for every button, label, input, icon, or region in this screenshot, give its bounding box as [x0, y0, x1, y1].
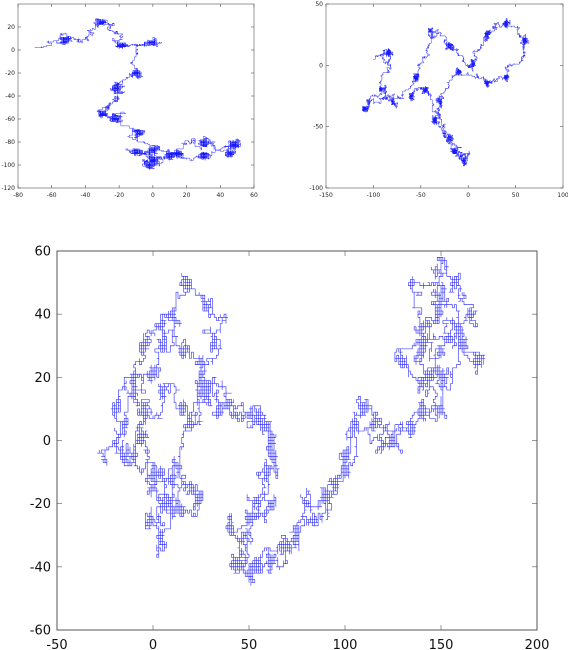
x-tick-label: 150 [429, 638, 454, 650]
subplot-1: -80 -60 -40 -20 0 20 40 60 -120 -100 -80 -60 -40 -20 0… [1, 3, 258, 199]
x-tick-label: 0 [151, 192, 155, 199]
y-tick-label: -120 [1, 185, 15, 192]
x-tick-label: 60 [250, 192, 258, 199]
x-tick-label: -20 [114, 192, 124, 199]
y-tick-label: -20 [30, 497, 51, 512]
y-tick-label: -40 [30, 560, 51, 575]
y-tick-label: -100 [1, 162, 15, 169]
y-tick-label: -60 [5, 116, 15, 123]
x-tick-label: 100 [333, 638, 358, 650]
x-tick-label: -150 [319, 192, 333, 199]
y-tick-label: -60 [30, 624, 51, 639]
plot-frame [17, 3, 255, 189]
walk-series-line [97, 257, 486, 586]
x-tick-label: 0 [149, 638, 157, 650]
x-tick-label: 0 [466, 192, 470, 199]
y-tick-label: 20 [34, 371, 51, 386]
y-tick-label: -20 [5, 70, 15, 77]
y-tick-label: -50 [313, 124, 323, 131]
y-tick-label: 0 [11, 47, 15, 54]
y-tick-label: 60 [34, 245, 51, 260]
y-tick-label: 50 [315, 1, 323, 8]
x-tick-label: 40 [216, 192, 224, 199]
y-tick-label: 20 [7, 24, 15, 31]
y-tick-label: 40 [34, 308, 51, 323]
x-tick-label: 100 [557, 192, 568, 199]
y-tick-label: 0 [319, 62, 323, 69]
walk-series-line [362, 18, 530, 167]
x-tick-label: -60 [47, 192, 57, 199]
y-tick-label: 0 [43, 434, 51, 449]
x-tick-label: 50 [512, 192, 520, 199]
plot-frame [325, 3, 564, 189]
walk-series-line [34, 18, 241, 170]
x-tick-label: -40 [81, 192, 91, 199]
x-tick-label: -50 [46, 638, 67, 650]
plot-frame [56, 250, 538, 631]
x-tick-label: -50 [416, 192, 426, 199]
y-tick-label: -100 [309, 185, 323, 192]
y-tick-label: -80 [5, 139, 15, 146]
x-tick-label: -100 [367, 192, 381, 199]
x-tick-label: -80 [13, 192, 23, 199]
x-tick-label: 200 [525, 638, 550, 650]
subplot-3: -50 0 50 100 150 200 -60 -40 -20 0 20 40 60 [30, 245, 550, 650]
y-tick-label: -40 [5, 93, 15, 100]
x-tick-label: 50 [241, 638, 258, 650]
x-tick-label: 20 [183, 192, 191, 199]
